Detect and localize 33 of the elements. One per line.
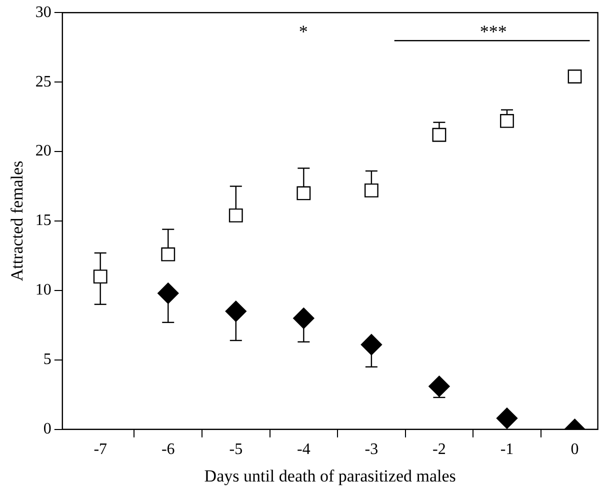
y-tick-label: 15 (35, 212, 52, 230)
point (225, 300, 246, 322)
x-axis-title: Days until death of parasitized males (204, 466, 456, 486)
y-tick-label: 5 (43, 351, 52, 368)
point (364, 183, 378, 198)
x-tick-label: -4 (297, 441, 310, 458)
x-tick-label: -3 (364, 441, 378, 458)
x-tick-label: -6 (161, 441, 175, 458)
x-tick-label: 0 (570, 441, 579, 458)
point (161, 247, 176, 262)
point (158, 282, 179, 304)
point (360, 334, 382, 356)
y-tick-label: 10 (35, 282, 52, 299)
point (296, 186, 311, 200)
y-tick-label: 25 (35, 73, 52, 90)
point (568, 70, 582, 84)
x-tick-label: -5 (229, 441, 243, 458)
y-tick-label: 0 (43, 420, 52, 438)
point (293, 308, 314, 329)
point (93, 270, 108, 284)
x-tick-label: -1 (500, 441, 514, 458)
x-tick-label: -2 (432, 441, 446, 458)
y-axis-title: Attracted females (8, 160, 27, 282)
point (500, 114, 514, 128)
y-tick-label: 30 (35, 4, 52, 21)
point (228, 208, 243, 222)
annotation: * (298, 21, 308, 42)
x-tick-label: -7 (94, 441, 108, 458)
y-tick-label: 20 (35, 142, 52, 160)
point (428, 376, 450, 397)
annotation: *** (480, 21, 507, 42)
point (496, 408, 518, 429)
point (432, 128, 446, 142)
